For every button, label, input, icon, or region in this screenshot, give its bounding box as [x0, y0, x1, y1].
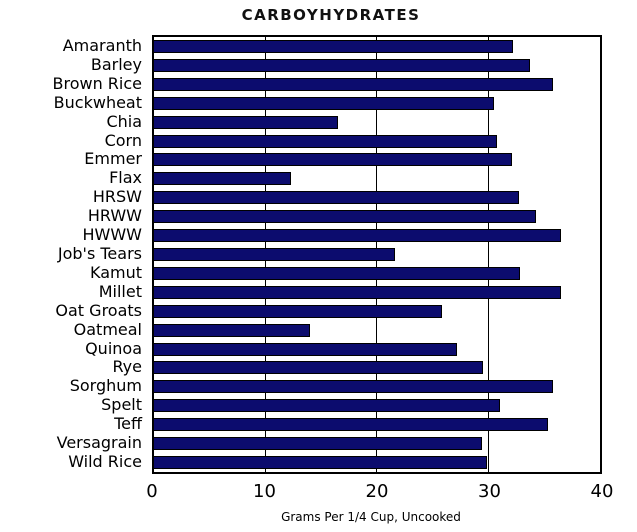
- x-axis-label: Grams Per 1/4 Cup, Uncooked: [281, 510, 461, 524]
- bar-barley: [154, 58, 530, 72]
- category-label: Rye: [112, 357, 142, 377]
- category-label: HRSW: [92, 187, 142, 207]
- bar-oatmeal: [154, 323, 311, 337]
- category-label: Barley: [90, 54, 142, 74]
- bar-spelt: [154, 399, 500, 413]
- category-label: Buckwheat: [53, 92, 142, 112]
- bar-hwww: [154, 229, 561, 243]
- bar-sorghum: [154, 380, 554, 394]
- bar-hrsw: [154, 191, 519, 205]
- category-label: Teff: [114, 414, 142, 434]
- bar-flax: [154, 172, 292, 186]
- category-label: Wild Rice: [68, 451, 142, 471]
- bar-teff: [154, 418, 548, 432]
- category-label: Millet: [98, 281, 142, 301]
- bar-chia: [154, 115, 338, 129]
- bar-oat-groats: [154, 304, 442, 318]
- bar-job-s-tears: [154, 248, 395, 261]
- bar-hrww: [154, 210, 537, 224]
- category-label: HWWW: [82, 225, 143, 245]
- bar-wild-rice: [154, 456, 488, 470]
- bar-kamut: [154, 266, 520, 280]
- bar-amaranth: [154, 39, 514, 53]
- category-label: Brown Rice: [52, 73, 142, 93]
- x-tick-label-30: 30: [478, 481, 501, 502]
- category-label: Emmer: [84, 149, 142, 169]
- x-tick-label-20: 20: [365, 481, 389, 502]
- category-label: Oatmeal: [73, 319, 142, 339]
- category-label: Quinoa: [85, 338, 142, 358]
- bar-corn: [154, 134, 498, 148]
- bar-quinoa: [154, 342, 458, 356]
- category-label: Spelt: [101, 395, 142, 415]
- bar-millet: [154, 285, 561, 299]
- bar-rye: [154, 361, 483, 375]
- x-tick-label-40: 40: [590, 481, 614, 502]
- bars-layer: [154, 37, 600, 472]
- gridline-30: [487, 37, 489, 472]
- x-tick-label-10: 10: [253, 481, 276, 502]
- y-axis-labels: Amaranth Barley Brown Rice Buckwheat Chia Cor…: [0, 36, 147, 472]
- plot-area: [152, 35, 602, 474]
- bar-buckwheat: [154, 96, 495, 110]
- category-label: HRWW: [87, 206, 142, 226]
- chart-title: CARBOYHYDRATES: [241, 6, 421, 24]
- x-tick-label-0: 0: [146, 481, 158, 502]
- category-label: Chia: [106, 111, 142, 131]
- category-label: Amaranth: [62, 36, 142, 55]
- category-label: Oat Groats: [55, 300, 142, 320]
- category-label: Kamut: [89, 262, 142, 282]
- category-label: Versagrain: [56, 433, 142, 453]
- category-label: Job's Tears: [57, 243, 142, 263]
- bar-versagrain: [154, 437, 482, 451]
- category-label: Corn: [104, 130, 142, 150]
- bar-brown-rice: [154, 77, 554, 91]
- category-label: Sorghum: [69, 376, 142, 396]
- bar-emmer: [154, 153, 512, 167]
- category-label: Flax: [109, 168, 142, 188]
